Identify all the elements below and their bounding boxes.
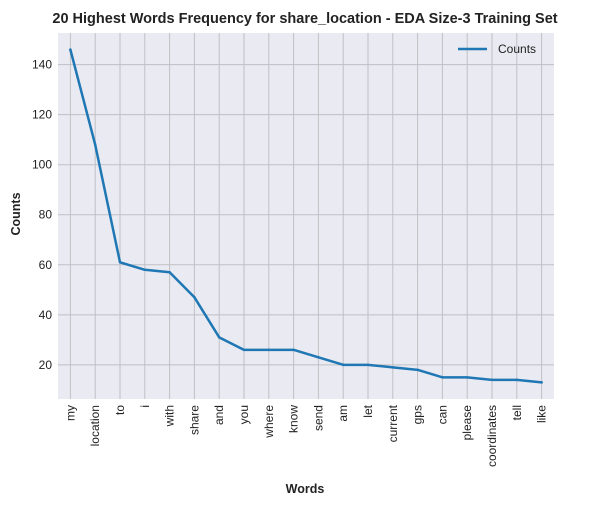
x-tick-label: tell xyxy=(510,405,524,420)
x-tick-label: where xyxy=(262,405,276,439)
data-point xyxy=(292,348,295,352)
x-tick-label: like xyxy=(535,405,549,423)
x-tick-label: i xyxy=(138,405,152,408)
data-point xyxy=(267,348,271,352)
y-axis-label: Counts xyxy=(9,192,23,235)
y-tick-label: 40 xyxy=(39,308,53,322)
data-point xyxy=(118,261,122,264)
x-tick-label: you xyxy=(237,405,251,424)
series-line-counts xyxy=(69,48,543,384)
y-tick-label: 80 xyxy=(39,208,53,222)
x-tick-label: gps xyxy=(411,405,425,424)
data-point xyxy=(69,48,72,51)
x-tick-label: to xyxy=(113,405,127,415)
x-tick-label: with xyxy=(163,405,177,427)
chart-title: 20 Highest Words Frequency for share_loc… xyxy=(52,11,557,27)
x-tick-label: send xyxy=(311,405,325,431)
data-point xyxy=(242,348,246,352)
y-tick-label: 20 xyxy=(39,358,53,372)
data-point xyxy=(416,368,419,372)
data-point xyxy=(441,376,444,379)
data-point xyxy=(465,376,469,379)
x-tick-label: current xyxy=(386,404,400,442)
x-tick-label: share xyxy=(187,405,201,435)
plot-area xyxy=(58,33,554,399)
y-tick-label: 120 xyxy=(32,108,52,122)
x-tick-label: location xyxy=(88,405,102,446)
x-tick-label: please xyxy=(460,405,474,441)
x-tick-label: know xyxy=(287,405,301,433)
data-point xyxy=(515,378,519,382)
data-point xyxy=(93,143,97,146)
data-point xyxy=(490,378,494,382)
y-tick-label: 100 xyxy=(32,158,52,172)
y-tick-label: 140 xyxy=(32,58,52,72)
x-axis-ticks: my location to i with share and you where know sen… xyxy=(63,404,548,467)
x-tick-label: coordinates xyxy=(485,405,499,467)
data-point xyxy=(341,363,345,367)
x-axis-label: Words xyxy=(286,482,325,496)
x-tick-label: let xyxy=(361,404,375,417)
data-point xyxy=(317,356,320,359)
data-point xyxy=(193,296,196,299)
grid-lines xyxy=(58,33,554,399)
data-point xyxy=(143,268,147,272)
y-axis-ticks: 20 40 60 80 100 120 140 xyxy=(32,58,52,372)
x-tick-label: and xyxy=(212,405,226,425)
x-tick-label: am xyxy=(336,405,350,422)
legend: Counts xyxy=(458,42,536,56)
data-point xyxy=(168,271,171,274)
x-tick-label: can xyxy=(435,405,449,424)
data-point xyxy=(391,366,395,369)
data-point xyxy=(366,363,370,367)
data-point xyxy=(540,381,543,384)
legend-label-counts: Counts xyxy=(498,42,536,56)
y-tick-label: 60 xyxy=(39,258,53,272)
data-point xyxy=(217,336,221,339)
series-layer xyxy=(69,48,543,384)
x-tick-label: my xyxy=(63,405,77,421)
